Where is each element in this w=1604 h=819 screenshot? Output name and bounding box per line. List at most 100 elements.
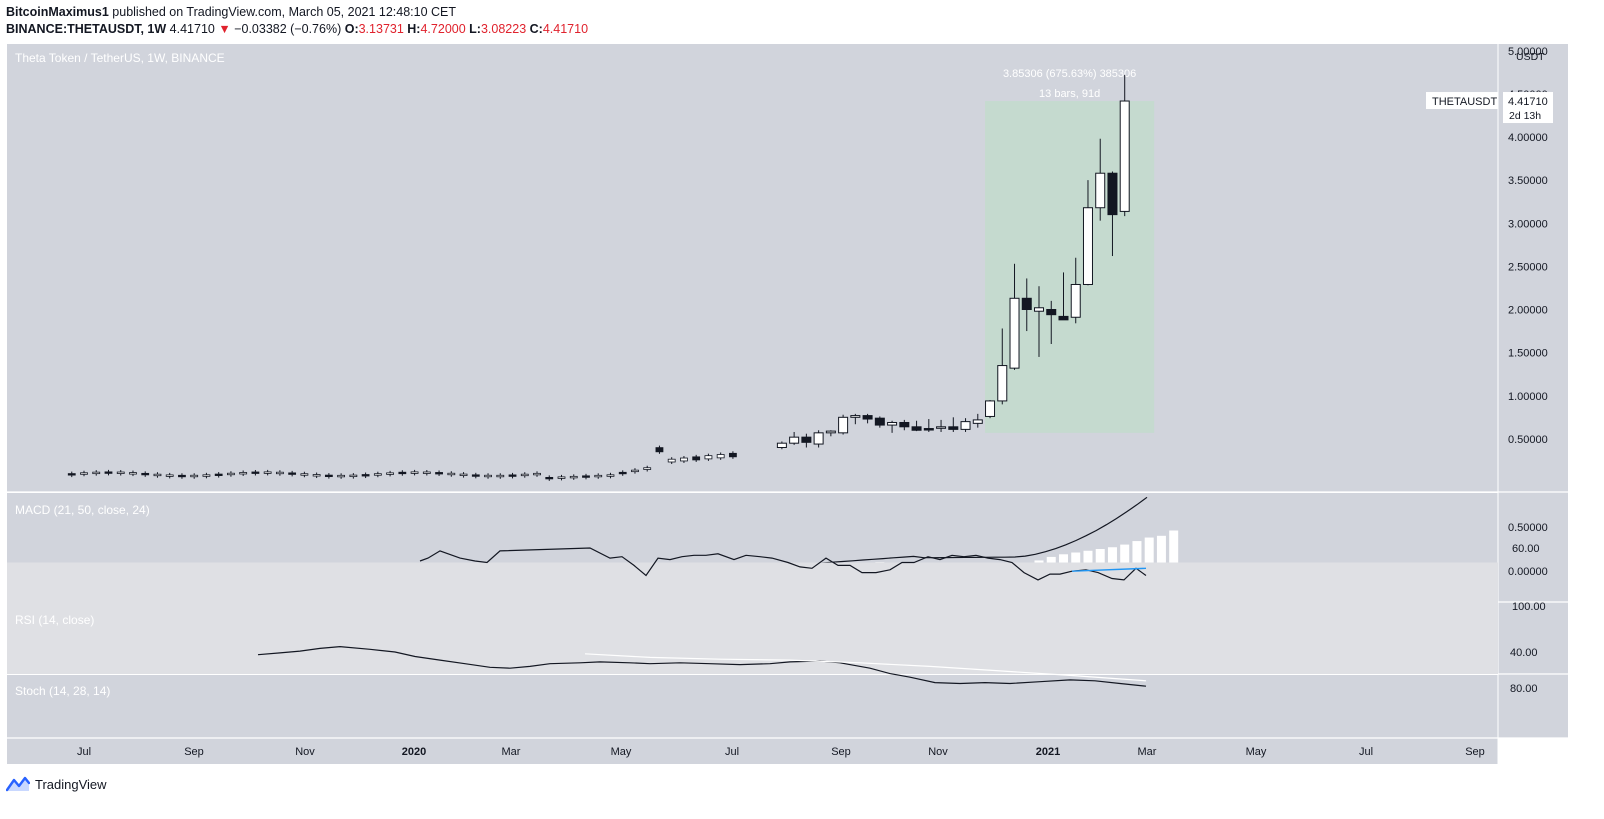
price-tick-label: 2.50000 bbox=[1508, 261, 1548, 273]
price-tick-label: 1.50000 bbox=[1508, 348, 1548, 360]
candle-body bbox=[533, 472, 541, 476]
last-price: 4.41710 bbox=[169, 22, 215, 36]
time-axis bbox=[7, 738, 1498, 764]
low-value: 3.08223 bbox=[480, 22, 527, 36]
candle-body bbox=[825, 430, 836, 434]
candle-body bbox=[386, 472, 394, 475]
candle-body bbox=[165, 474, 174, 477]
time-tick-label: Jul bbox=[77, 746, 91, 758]
price-unit-label: USDT bbox=[1516, 51, 1545, 63]
candle-body bbox=[410, 471, 419, 474]
candle-body bbox=[594, 474, 603, 478]
price-pane-title: Theta Token / TetherUS, 1W, BINANCE bbox=[15, 51, 225, 65]
candle-body bbox=[178, 474, 186, 478]
candle-body bbox=[838, 416, 849, 434]
candle-body bbox=[704, 455, 713, 460]
candle-body bbox=[1107, 172, 1118, 216]
candle-body bbox=[985, 400, 996, 417]
stoch-k-line bbox=[257, 645, 1147, 687]
high-label: H: bbox=[407, 22, 421, 36]
candle-body bbox=[349, 474, 358, 478]
footer-brand[interactable]: TradingView bbox=[6, 776, 107, 792]
last-price-tag-bg bbox=[1503, 92, 1553, 124]
candle-body bbox=[508, 474, 517, 477]
macd-histogram-bar bbox=[1071, 552, 1081, 571]
time-tick-label: Mar bbox=[1138, 746, 1157, 758]
price-change: −0.03382 (−0.76%) bbox=[234, 22, 342, 36]
symbol-tag-bg bbox=[1426, 92, 1498, 110]
stoch-pane-title: Stoch (14, 28, 14) bbox=[15, 684, 110, 698]
candle-body bbox=[300, 473, 309, 476]
macd-histogram-bar bbox=[1156, 535, 1166, 571]
tradingview-logo-icon bbox=[6, 776, 30, 792]
rsi-tick-label: 60.00 bbox=[1512, 543, 1540, 555]
last-price-tag: 4.41710 bbox=[1508, 96, 1548, 108]
macd-histogram-bar bbox=[1120, 544, 1130, 571]
open-label: O: bbox=[344, 22, 359, 36]
candle-body bbox=[1070, 283, 1081, 318]
candle-body bbox=[471, 474, 480, 477]
price-tick-label: 3.50000 bbox=[1508, 175, 1548, 187]
candle-body bbox=[631, 469, 639, 473]
candle-body bbox=[1034, 307, 1045, 312]
candle-body bbox=[789, 436, 800, 444]
low-label: L: bbox=[469, 22, 481, 36]
stoch-tick-label: 80.00 bbox=[1510, 683, 1538, 695]
candle-body bbox=[373, 473, 382, 476]
candle-body bbox=[92, 471, 101, 475]
time-tick-label: 2020 bbox=[402, 746, 426, 758]
measure-label-bars: 13 bars, 91d bbox=[1039, 88, 1100, 100]
candle-body bbox=[923, 428, 934, 431]
candle-body bbox=[655, 447, 664, 453]
macd-pane-title: MACD (21, 50, close, 24) bbox=[15, 503, 150, 517]
candle-body bbox=[680, 457, 688, 462]
macd-histogram-bar bbox=[1169, 530, 1179, 571]
stoch-pane bbox=[7, 675, 1498, 738]
candle-body bbox=[153, 473, 162, 477]
candle-body bbox=[520, 473, 529, 477]
close-label: C: bbox=[529, 22, 543, 36]
candle-body bbox=[557, 476, 566, 479]
candle-body bbox=[129, 472, 137, 475]
time-tick-label: Mar bbox=[502, 746, 521, 758]
time-tick-label: Sep bbox=[184, 746, 204, 758]
rsi-tick-label: 100.00 bbox=[1512, 601, 1546, 613]
macd-histogram-bar bbox=[1144, 537, 1154, 571]
published-text: published on TradingView.com, March 05, … bbox=[112, 5, 457, 19]
candle-body bbox=[1021, 297, 1032, 311]
time-tick-label: 2021 bbox=[1036, 746, 1060, 758]
ohlc-line: BINANCE:THETAUSDT, 1W 4.41710 ▼ −0.03382… bbox=[6, 22, 588, 36]
candle-body bbox=[874, 417, 885, 426]
stoch-d-line bbox=[584, 653, 1147, 682]
candle-body bbox=[116, 471, 125, 474]
candle-body bbox=[214, 473, 223, 476]
price-axis bbox=[1498, 44, 1568, 738]
close-value: 4.41710 bbox=[542, 22, 589, 36]
price-tick-label: 2.00000 bbox=[1508, 305, 1548, 317]
candle-body bbox=[960, 421, 971, 430]
candle-body bbox=[813, 432, 824, 445]
macd-histogram-bar bbox=[1095, 549, 1105, 571]
candle-body bbox=[667, 458, 676, 463]
rsi-pane-title: RSI (14, close) bbox=[15, 613, 94, 627]
candle-body bbox=[104, 471, 113, 474]
candle-body bbox=[899, 421, 910, 428]
candle-body bbox=[618, 471, 627, 475]
candle-body bbox=[1046, 309, 1057, 316]
candle-body bbox=[801, 436, 812, 443]
macd-histogram-bar bbox=[1132, 541, 1142, 571]
candle-body bbox=[776, 442, 787, 448]
rsi-line bbox=[419, 547, 1147, 581]
price-tick-label: 0.50000 bbox=[1508, 434, 1548, 446]
candle-body bbox=[972, 419, 983, 424]
candle-body bbox=[569, 475, 578, 479]
time-tick-label: Sep bbox=[1465, 746, 1485, 758]
author-name[interactable]: BitcoinMaximus1 bbox=[6, 5, 109, 19]
candle-body bbox=[496, 474, 505, 478]
rsi-divergence-trendline bbox=[1071, 567, 1147, 572]
macd-tick-label: 0.50000 bbox=[1508, 522, 1548, 534]
candle-body bbox=[337, 474, 346, 478]
candle-body bbox=[1095, 172, 1106, 209]
candle-body bbox=[692, 456, 701, 461]
